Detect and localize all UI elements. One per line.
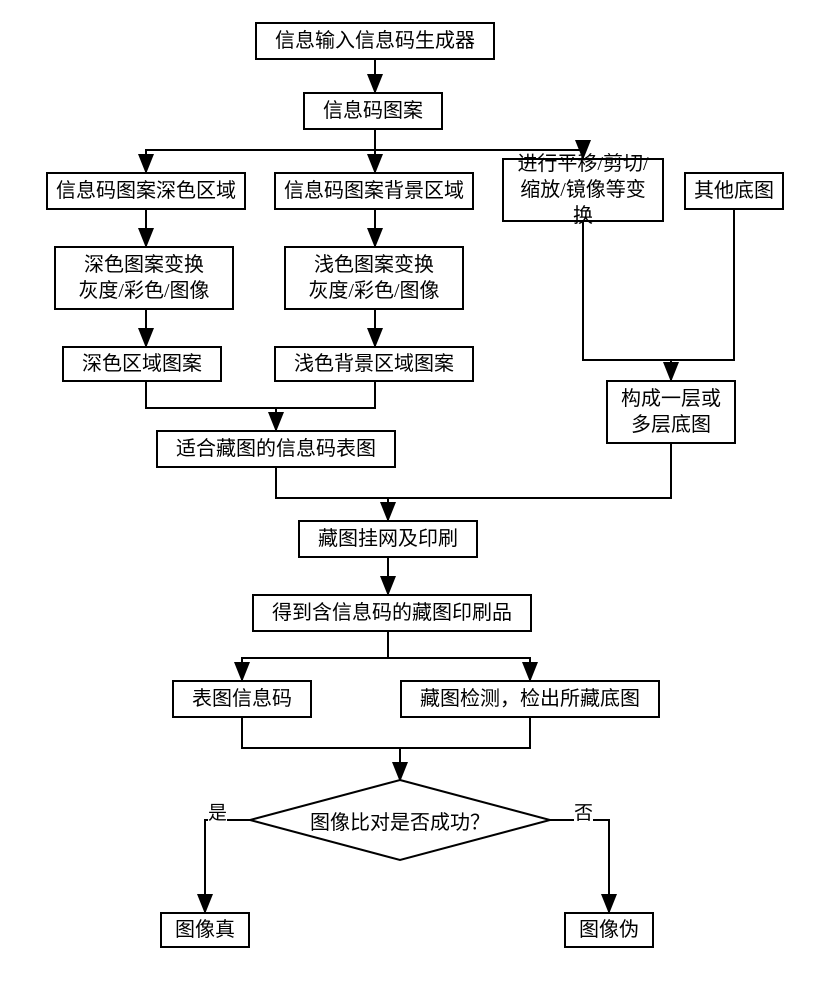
edge-10 xyxy=(583,222,671,380)
edge-20 xyxy=(550,820,609,912)
edge-17 xyxy=(242,718,400,780)
flowchart-node-n9: 深色区域图案 xyxy=(62,346,222,382)
flowchart-node-n17: 图像真 xyxy=(160,912,250,948)
flowchart-node-n10: 浅色背景区域图案 xyxy=(274,346,474,382)
flowchart-node-n5: 进行平移/剪切/ 缩放/镜像等变换 xyxy=(502,158,664,222)
flowchart-node-n6: 其他底图 xyxy=(684,172,784,210)
flowchart-node-n13: 藏图挂网及印刷 xyxy=(298,520,478,558)
flowchart-node-n1: 信息输入信息码生成器 xyxy=(255,22,495,60)
flowchart-node-n16: 藏图检测，检出所藏底图 xyxy=(400,680,660,718)
flowchart-node-n12: 适合藏图的信息码表图 xyxy=(156,430,396,468)
decision-diamond xyxy=(250,780,550,860)
edge-15 xyxy=(242,632,388,680)
edge-19 xyxy=(205,820,250,912)
decision-label: 图像比对是否成功？ xyxy=(310,806,490,835)
flowchart-node-n18: 图像伪 xyxy=(564,912,654,948)
flowchart-node-n3: 信息码图案深色区域 xyxy=(46,172,246,210)
flowchart-node-n8: 浅色图案变换 灰度/彩色/图像 xyxy=(284,246,464,310)
flowchart-node-n7: 深色图案变换 灰度/彩色/图像 xyxy=(54,246,234,310)
label-yes: 是 xyxy=(208,798,227,825)
edge-18 xyxy=(400,718,530,780)
label-no: 否 xyxy=(574,798,593,825)
edge-8 xyxy=(146,382,276,430)
flowchart-node-n14: 得到含信息码的藏图印刷品 xyxy=(252,594,532,632)
edge-16 xyxy=(388,632,530,680)
flowchart-node-n4: 信息码图案背景区域 xyxy=(274,172,474,210)
edge-13 xyxy=(388,444,671,520)
decision-text: 图像比对是否成功？ xyxy=(250,780,550,860)
flowchart-node-n2: 信息码图案 xyxy=(303,92,443,130)
flowchart-node-n15: 表图信息码 xyxy=(172,680,312,718)
edge-11 xyxy=(671,210,734,380)
flowchart-node-n11: 构成一层或 多层底图 xyxy=(606,380,736,444)
edge-12 xyxy=(276,468,388,520)
edge-9 xyxy=(276,382,375,430)
edge-1 xyxy=(146,130,375,172)
